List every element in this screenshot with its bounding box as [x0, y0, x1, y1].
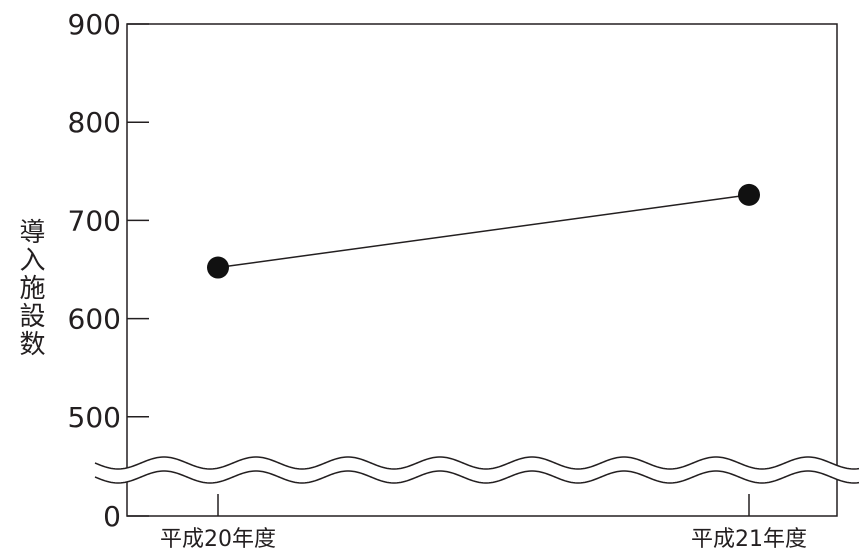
y-tick-label: 500 [68, 401, 121, 434]
series-line [217, 194, 750, 269]
y-tick-label: 600 [68, 303, 121, 336]
y-tick-label: 0 [103, 500, 121, 533]
axis-break-wave [94, 470, 860, 484]
x-category-label: 平成20年度 [160, 527, 276, 552]
x-axis-ticks: 平成20年度 平成21年度 [160, 494, 807, 552]
data-point [207, 256, 229, 279]
y-tick-label: 700 [68, 204, 121, 237]
data-point [738, 183, 760, 206]
x-category-label: 平成21年度 [691, 527, 807, 552]
y-tick-label: 900 [68, 8, 121, 41]
y-axis-label: 導入施設数 [15, 218, 45, 358]
data-series [207, 183, 760, 279]
y-tick-label: 800 [68, 106, 121, 139]
plot-frame [126, 23, 838, 517]
axis-break-band [95, 457, 860, 483]
y-axis-ticks: 0 500 600 700 800 900 [68, 8, 149, 533]
axis-break-wave [94, 456, 860, 470]
axis-break [94, 456, 860, 484]
